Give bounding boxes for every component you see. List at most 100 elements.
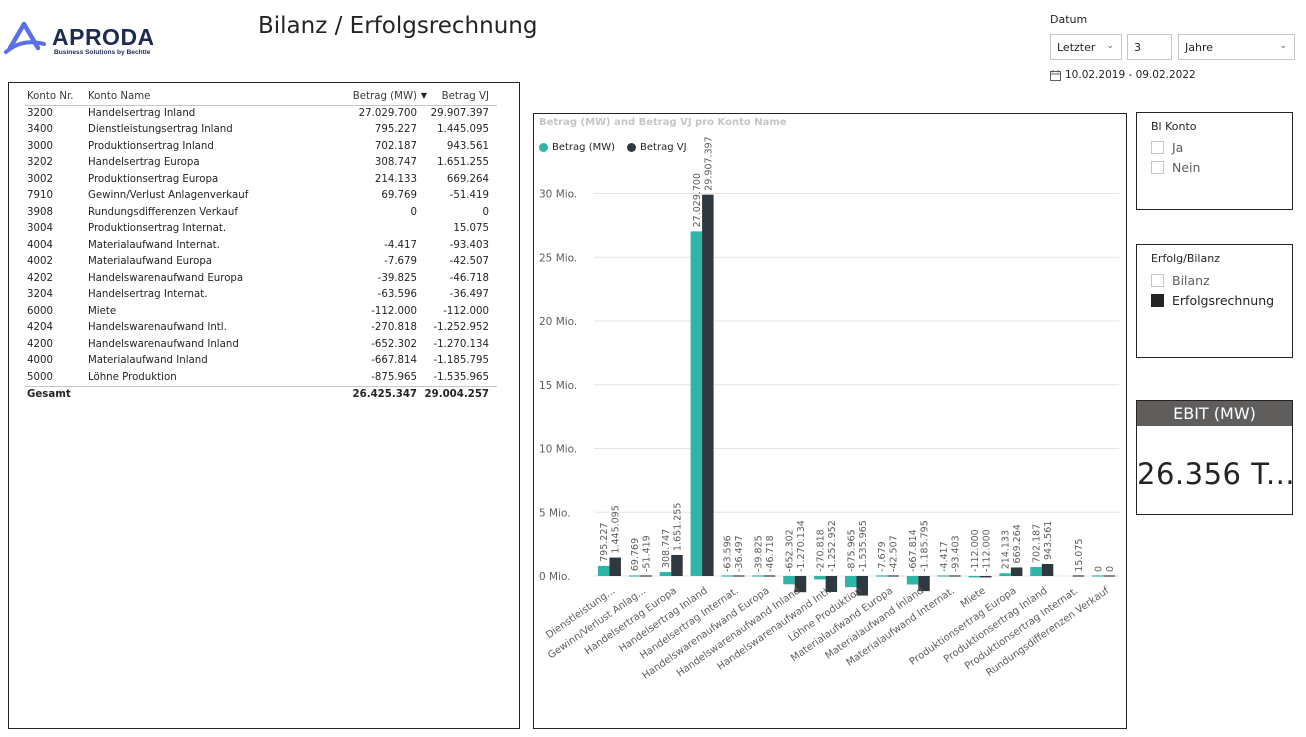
bar-vj[interactable] [1103, 575, 1116, 577]
legend-vj-label[interactable]: Betrag VJ [640, 142, 687, 153]
table-row[interactable]: 3204 Handelsertrag Internat. -63.596 -36.49… [25, 287, 497, 304]
table-row[interactable]: 4202 Handelswarenaufwand Europa -39.825 -46… [25, 271, 497, 288]
bar-mw[interactable] [999, 573, 1011, 576]
bar-mw[interactable] [1092, 575, 1104, 577]
bar-mw[interactable] [875, 575, 888, 577]
data-label: 669.264 [1012, 524, 1023, 563]
konto-table: Konto Nr. Konto Name Betrag (MW) ▼ Betra… [8, 82, 520, 729]
table-row[interactable]: 3200 Handelsertrag Inland 27.029.700 29.907… [25, 106, 497, 123]
bar-mw[interactable] [1030, 567, 1042, 576]
bar-mw[interactable] [690, 231, 703, 576]
bar-mw[interactable] [906, 576, 919, 585]
option-erfolgsrechnung[interactable]: Erfolgsrechnung [1151, 293, 1274, 308]
date-mode-dropdown[interactable]: Letzter ⌄ [1050, 34, 1122, 60]
konto-nr-cell: 4004 [27, 239, 53, 251]
bar-mw[interactable] [937, 575, 950, 577]
bar-mw[interactable] [721, 575, 733, 577]
date-unit-dropdown[interactable]: Jahre ⌄ [1178, 34, 1295, 60]
konto-name-cell: Produktionsertrag Inland [88, 140, 214, 152]
table-row[interactable]: 3004 Produktionsertrag Internat. 15.075 [25, 221, 497, 238]
bar-vj[interactable] [702, 194, 714, 576]
data-label: -667.814 [908, 529, 919, 572]
table-row[interactable]: 3400 Dienstleistungsertrag Inland 795.227 1… [25, 122, 497, 139]
date-range-text: 10.02.2019 - 09.02.2022 [1065, 69, 1196, 81]
header-betrag-mw[interactable]: Betrag (MW) [352, 91, 417, 102]
chart-plot: 0 Mio. 5 Mio. 10 Mio. 15 Mio. 20 Mio. 25 Mio.… [539, 136, 1119, 682]
bar-vj[interactable] [609, 557, 621, 576]
table-row[interactable]: 4204 Handelswarenaufwand Intl. -270.818 -1.… [25, 320, 497, 337]
konto-name-cell: Materialaufwand Europa [88, 256, 213, 267]
bar-mw[interactable] [659, 572, 672, 576]
konto-name-cell: Löhne Produktion [88, 371, 177, 383]
date-mode-value: Letzter [1057, 40, 1096, 54]
checkbox-erfolgsrechnung[interactable] [1151, 294, 1164, 307]
konto-nr-cell: 3400 [27, 124, 53, 135]
bar-mw[interactable] [597, 565, 610, 576]
ebit-card: EBIT (MW) 26.356 T... [1136, 400, 1295, 515]
betrag-mw-cell: -667.814 [371, 355, 417, 366]
logo-subtitle: Business Solutions by Bechtle [54, 49, 151, 56]
table-row[interactable]: 4004 Materialaufwand Internat. -4.417 -93.4… [25, 238, 497, 255]
konto-nr-cell: 3200 [27, 107, 53, 119]
konto-name-cell: Handelsertrag Inland [88, 107, 196, 119]
date-filter-label: Datum [1050, 13, 1088, 26]
header-betrag-vj[interactable]: Betrag VJ [441, 91, 489, 102]
data-label: -39.825 [754, 535, 765, 572]
table-row[interactable]: 3002 Produktionsertrag Europa 214.133 669.2… [25, 172, 497, 189]
option-nein[interactable]: Nein [1151, 160, 1200, 175]
table-total-row: Gesamt 26.425.347 29.004.257 [25, 386, 497, 403]
betrag-mw-cell: -652.302 [371, 338, 417, 350]
bar-vj[interactable] [763, 575, 776, 577]
table-row[interactable]: 3000 Produktionsertrag Inland 702.187 943.5… [25, 139, 497, 156]
bar-vj[interactable] [794, 576, 807, 593]
bar-vj[interactable] [640, 575, 652, 577]
betrag-vj-cell: 1.651.255 [437, 157, 489, 168]
bar-vj[interactable] [1072, 575, 1085, 577]
bar-vj[interactable] [732, 575, 745, 577]
konto-nr-cell: 3202 [27, 157, 53, 168]
option-bilanz[interactable]: Bilanz [1151, 273, 1210, 288]
bar-vj[interactable] [887, 575, 899, 577]
bar-mw[interactable] [752, 575, 764, 577]
konto-name-cell: Materialaufwand Internat. [88, 239, 220, 251]
bar-vj[interactable] [671, 554, 683, 576]
betrag-vj-cell: -1.270.134 [433, 338, 489, 350]
bar-mw[interactable] [628, 575, 641, 577]
data-label: -652.302 [784, 529, 795, 572]
bar-vj[interactable] [1041, 563, 1054, 576]
table-row[interactable]: 7910 Gewinn/Verlust Anlagenverkauf 69.769 -… [25, 188, 497, 205]
table-row[interactable]: 4000 Materialaufwand Inland -667.814 -1.185… [25, 353, 497, 370]
header-konto-name[interactable]: Konto Name [88, 91, 151, 102]
data-label: -112.000 [970, 529, 981, 572]
bar-vj[interactable] [1010, 567, 1023, 576]
table-row[interactable]: 4002 Materialaufwand Europa -7.679 -42.507 [25, 254, 497, 271]
table-row[interactable]: 4200 Handelswarenaufwand Inland -652.302 -1… [25, 337, 497, 354]
bar-vj[interactable] [825, 576, 838, 592]
data-label: -42.507 [889, 535, 900, 572]
betrag-vj-cell: -1.185.795 [433, 355, 489, 366]
bar-vj[interactable] [980, 576, 992, 578]
table-row[interactable]: 3908 Rundungsdifferenzen Verkauf 0 0 [25, 205, 497, 222]
checkbox-bilanz[interactable] [1151, 274, 1164, 287]
kpi-title: EBIT (MW) [1137, 401, 1292, 426]
header-konto-nr[interactable]: Konto Nr. [27, 91, 74, 102]
bar-vj[interactable] [856, 576, 869, 596]
checkbox-ja[interactable] [1151, 141, 1164, 154]
bar-mw[interactable] [814, 576, 826, 580]
date-number-input[interactable]: 3 [1127, 34, 1172, 60]
table-row[interactable]: 6000 Miete -112.000 -112.000 [25, 304, 497, 321]
option-ja[interactable]: Ja [1151, 140, 1183, 155]
bar-mw[interactable] [783, 576, 795, 585]
bar-vj[interactable] [949, 575, 961, 577]
konto-nr-cell: 4000 [27, 355, 53, 366]
betrag-vj-cell: -46.718 [449, 272, 489, 284]
betrag-vj-cell: -1.252.952 [433, 322, 489, 333]
bar-mw[interactable] [968, 576, 981, 578]
checkbox-nein[interactable] [1151, 161, 1164, 174]
table-row[interactable]: 3202 Handelsertrag Europa 308.747 1.651.255 [25, 155, 497, 172]
legend-mw-label[interactable]: Betrag (MW) [552, 142, 616, 153]
bar-mw[interactable] [845, 576, 857, 588]
bar-vj[interactable] [918, 576, 930, 592]
konto-nr-cell: 3000 [27, 140, 53, 152]
table-row[interactable]: 5000 Löhne Produktion -875.965 -1.535.965 [25, 370, 497, 387]
